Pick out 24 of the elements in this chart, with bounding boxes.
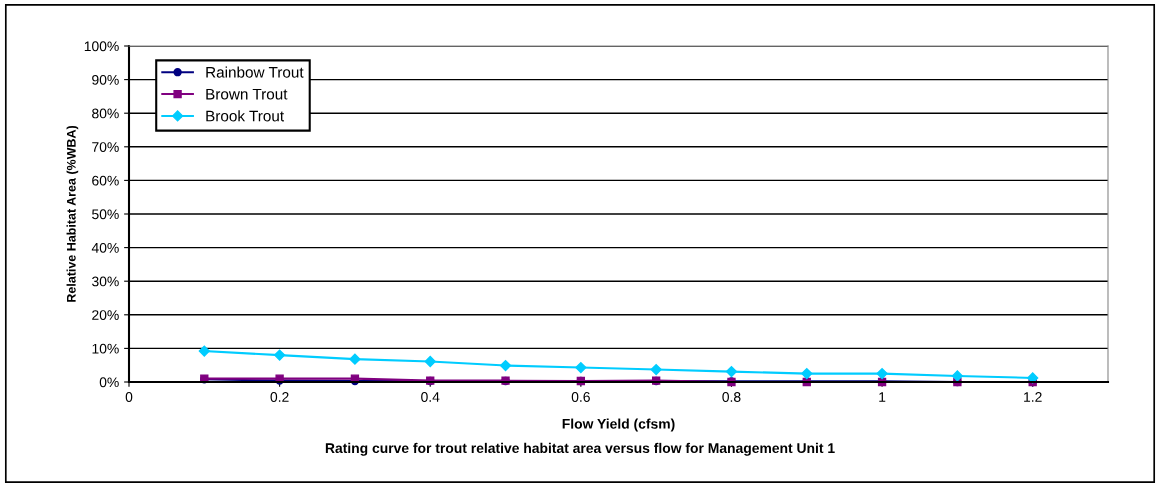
x-tick-label: 0.8 [722,392,741,402]
y-tick-label: 10% [92,343,119,354]
x-tick-label: 0.2 [270,392,289,402]
y-tick-label: 0% [99,377,119,388]
y-tick-label: 20% [92,310,119,320]
x-tick-label: 0.4 [421,392,440,402]
y-tick-label: 50% [92,209,119,220]
legend-label: Brown Trout [206,88,288,100]
y-tick-label: 90% [92,74,119,85]
x-tick-label: 0 [125,392,133,402]
text: Rating curve for trout relative habitat area versus flow for Management Unit 1 [325,442,835,456]
y-tick-label: 40% [91,242,119,253]
y-axis-title: Relative Habitat Area (%WBA) [66,125,79,302]
x-tick-label: 1 [879,392,886,402]
y-tick-label: 70% [92,142,119,152]
x-tick-label: 0.6 [571,392,590,402]
x-axis-title: Flow Yield (cfsm) [562,418,675,432]
y-tick-label: 60% [92,175,119,186]
legend-label: Rainbow Trout [206,66,304,78]
legend-label: Brook Trout [206,110,284,122]
y-tick-label: 100% [84,41,119,52]
y-tick-label: 80% [92,108,119,119]
y-tick-label: 30% [92,276,119,287]
x-tick-label: 1.2 [1024,392,1042,402]
